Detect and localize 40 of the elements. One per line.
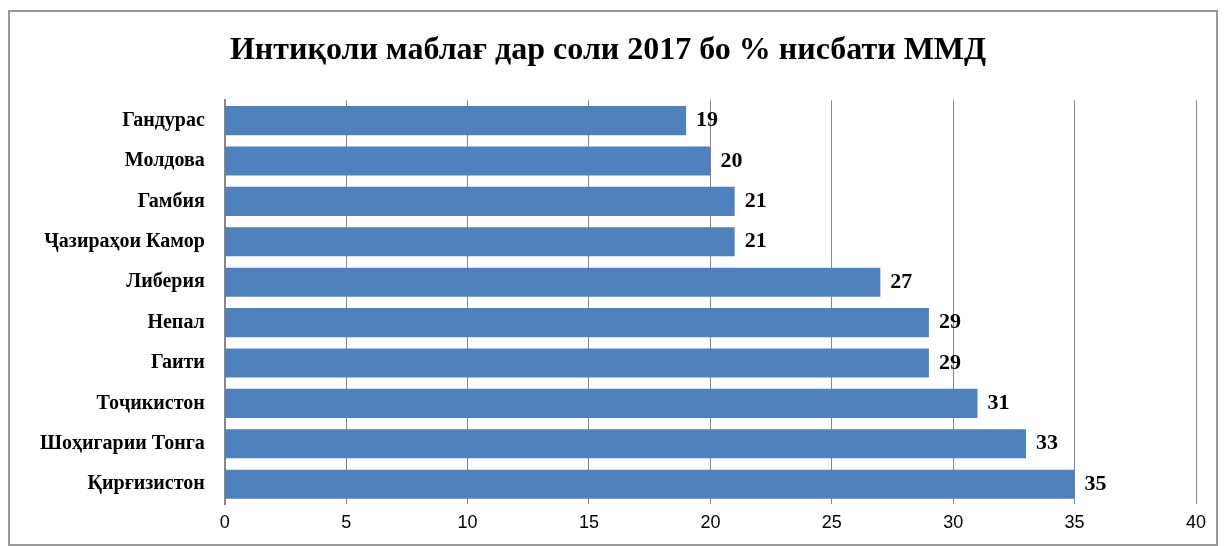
y-tick-label: Шоҳигарии Тонга — [39, 430, 205, 454]
y-tick-label: Гандурас — [122, 107, 205, 131]
data-label: 31 — [987, 389, 1010, 415]
bar — [225, 469, 1075, 499]
chart-title: Интиқоли маблағ дар соли 2017 бо % нисбати ММД — [229, 30, 987, 67]
y-tick-label: Қирғизистон — [87, 471, 205, 495]
bar — [225, 429, 1027, 459]
data-label: 19 — [696, 106, 719, 132]
bar — [225, 227, 735, 257]
data-label: 29 — [938, 308, 961, 334]
bar — [225, 308, 929, 338]
x-tick-label: 35 — [1064, 512, 1085, 533]
data-label: 33 — [1036, 429, 1059, 455]
x-tick-label: 15 — [578, 512, 600, 533]
bar — [225, 388, 978, 418]
x-tick-label: 10 — [457, 512, 478, 533]
data-label: 29 — [938, 348, 961, 374]
data-label: 21 — [744, 187, 767, 213]
y-tick-label: Ҷазираҳои Камор — [44, 228, 205, 252]
bar — [225, 146, 711, 176]
y-tick-label: Либерия — [126, 269, 205, 293]
y-tick-label: Гаити — [150, 350, 205, 373]
bar — [225, 186, 735, 216]
x-tick-label: 30 — [943, 512, 964, 533]
data-label: 27 — [890, 267, 913, 293]
x-tick-label: 0 — [219, 512, 230, 533]
data-label: 35 — [1084, 469, 1107, 495]
y-tick-label: Непал — [147, 309, 205, 332]
x-tick-label: 25 — [821, 512, 842, 533]
y-tick-label: Тоҷикистон — [96, 390, 205, 413]
data-label: 20 — [720, 146, 743, 172]
y-tick-label: Гамбия — [137, 188, 205, 211]
bar — [225, 267, 881, 297]
y-tick-label: Молдова — [124, 148, 205, 171]
x-tick-label: 20 — [700, 512, 721, 533]
x-tick-label: 5 — [341, 512, 352, 533]
data-label: 21 — [744, 227, 767, 253]
bar — [225, 348, 929, 378]
x-tick-label: 40 — [1185, 512, 1207, 533]
bar — [225, 106, 687, 136]
